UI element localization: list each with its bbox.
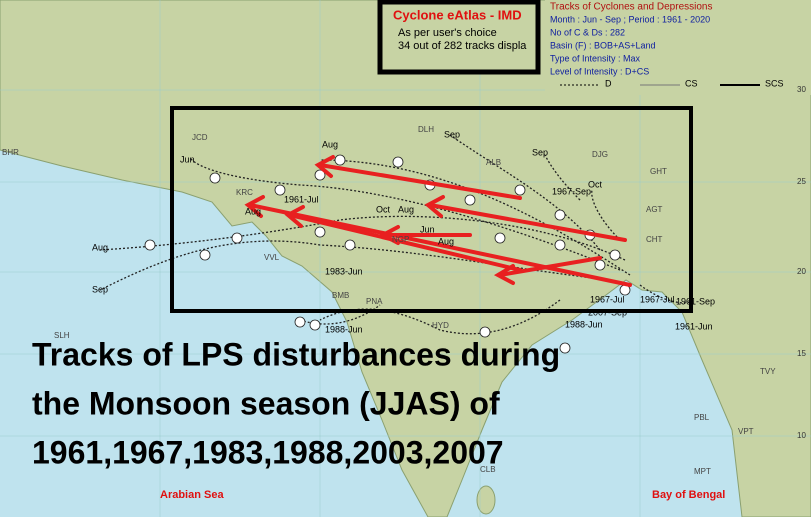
track-label: Aug <box>322 139 338 149</box>
station-label: JCD <box>192 133 208 142</box>
arrows <box>244 155 632 287</box>
tracks <box>99 134 691 335</box>
track-label: 1967-Jul <box>590 294 625 304</box>
station-label: NGP <box>392 235 409 244</box>
station-label: BHR <box>2 148 19 157</box>
station-label: KRC <box>236 188 253 197</box>
labels: Month : Jun - Sep ; Period : 1961 - 2020… <box>2 14 806 501</box>
latitude-label: 15 <box>797 349 806 358</box>
legend-key: D <box>605 78 612 88</box>
station-label: CLB <box>480 465 496 474</box>
station-label: MPT <box>694 467 711 476</box>
latitude-label: 20 <box>797 267 806 276</box>
station-label: PNA <box>366 297 383 306</box>
track-label: Oct <box>376 204 391 214</box>
station-label: CHT <box>646 235 663 244</box>
caption-line: the Monsoon season (JJAS) of <box>32 385 500 421</box>
track-label: 1961-Jun <box>675 321 713 331</box>
station-label: ALB <box>486 158 501 167</box>
track-label: 1967-Jul <box>640 294 675 304</box>
track-label: Sep <box>444 129 460 139</box>
header-line: 34 out of 282 tracks displa <box>398 40 527 52</box>
track-label: Aug <box>92 242 108 252</box>
track-label: Aug <box>245 206 261 216</box>
header-line: As per user's choice <box>398 27 497 39</box>
track-label: Jun <box>180 154 195 164</box>
legend-line-text: Basin (F) : BOB+AS+Land <box>550 40 656 50</box>
station-label: GHT <box>650 167 667 176</box>
latitude-label: 10 <box>797 431 806 440</box>
sea-label: Bay of Bengal <box>652 489 725 501</box>
track-label: Sep <box>532 147 548 157</box>
track-label: Aug <box>438 236 454 246</box>
station-label: AGT <box>646 205 663 214</box>
track-label: Oct <box>588 179 603 189</box>
caption-line: 1961,1967,1983,1988,2003,2007 <box>32 434 504 470</box>
track-label: Aug <box>398 204 414 214</box>
legend-line-text: Type of Intensity : Max <box>550 53 641 63</box>
station-label: VVL <box>264 253 280 262</box>
legend-line-text: Level of Intensity : D+CS <box>550 66 649 76</box>
track-label: 1983-Jun <box>325 266 363 276</box>
legend-line-text: No of C & Ds : 282 <box>550 27 625 37</box>
caption-line: Tracks of LPS disturbances during <box>32 336 560 372</box>
header-box <box>377 0 541 75</box>
track-label: Sep <box>92 284 108 294</box>
track-label: 1967-Sep <box>552 186 591 196</box>
station-label: HYD <box>432 321 449 330</box>
sea-label: Arabian Sea <box>160 489 224 501</box>
station-label: PBL <box>694 413 710 422</box>
island <box>476 485 496 515</box>
station-label: DLH <box>418 125 434 134</box>
station-label: BMB <box>332 291 349 300</box>
track-label: 1961-Jul <box>284 194 319 204</box>
track-label: 1988-Jun <box>325 324 363 334</box>
latitude-label: 30 <box>797 85 806 94</box>
legend-title: Tracks of Cyclones and Depressions <box>550 2 712 13</box>
latitude-label: 25 <box>797 177 806 186</box>
track-label: 2007-Sep <box>588 307 627 317</box>
legend-key: CS <box>685 78 698 88</box>
station-label: DJG <box>592 150 608 159</box>
station-label: TVY <box>760 367 776 376</box>
track-points <box>144 154 631 354</box>
legend-line-text: Month : Jun - Sep ; Period : 1961 - 2020 <box>550 14 710 24</box>
station-label: SLH <box>54 331 70 340</box>
station-label: VPT <box>738 427 754 436</box>
header-title: Cyclone eAtlas - IMD <box>393 7 522 22</box>
legend-panel <box>545 0 811 95</box>
legend-key: SCS <box>765 78 784 88</box>
track-label: 1988-Jun <box>565 319 603 329</box>
track-label: 1961-Sep <box>676 296 715 306</box>
track-label: Jun <box>420 224 435 234</box>
region-box <box>170 106 693 313</box>
